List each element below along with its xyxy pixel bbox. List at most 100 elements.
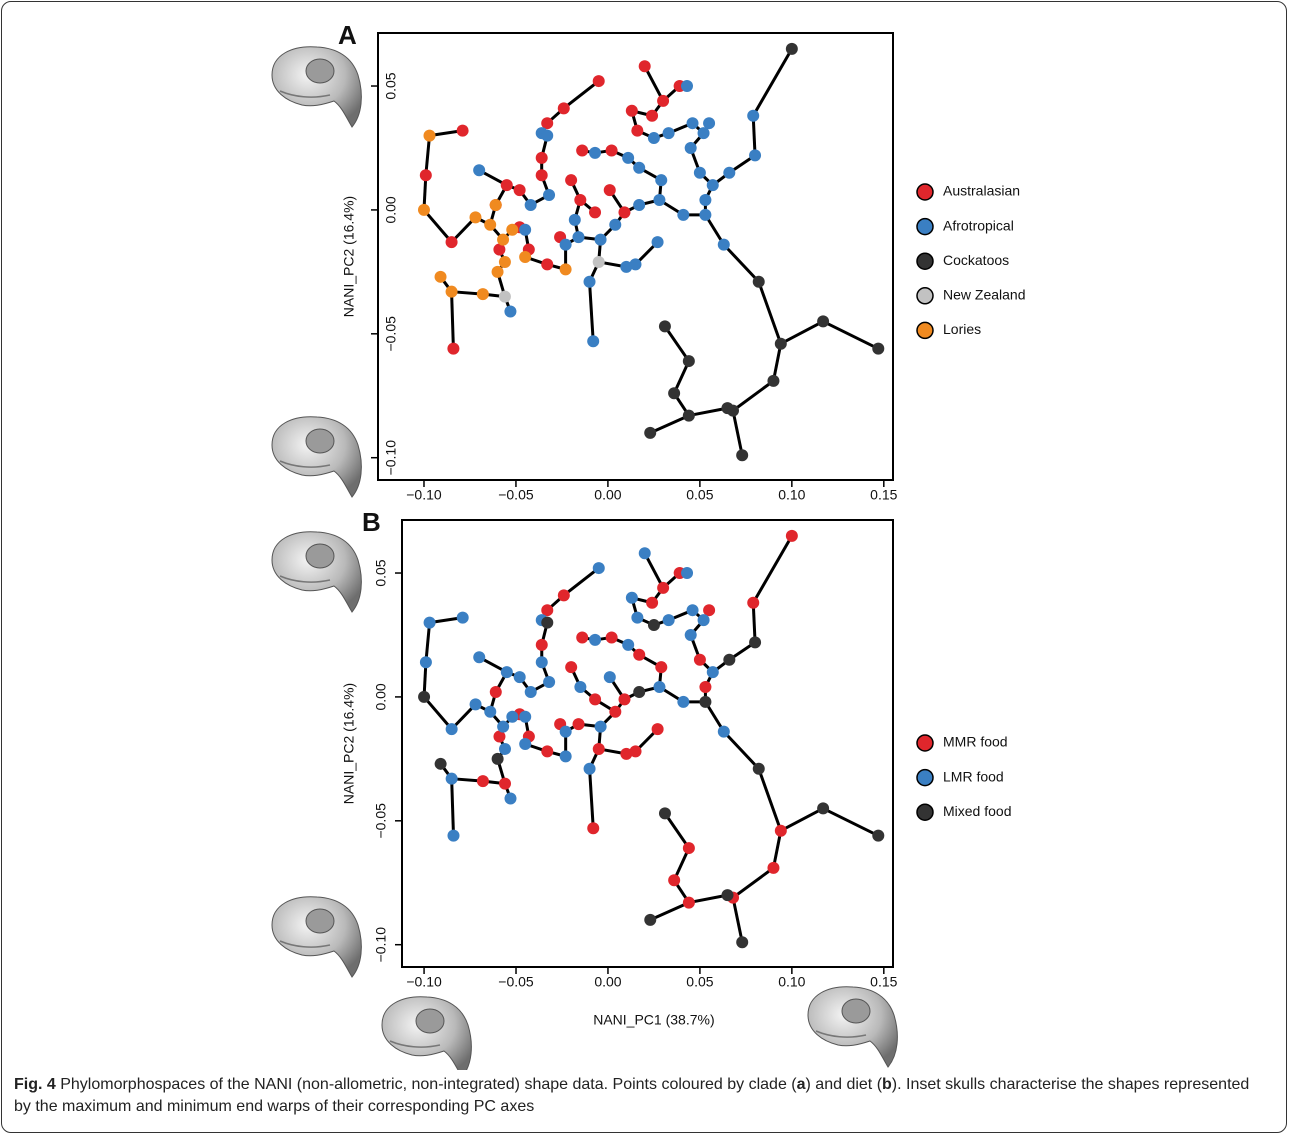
point	[658, 320, 671, 333]
point	[447, 342, 460, 355]
point	[605, 144, 618, 157]
y-tick-label: −0.10	[373, 927, 389, 963]
point	[620, 747, 633, 760]
point	[633, 685, 646, 698]
point	[497, 720, 510, 733]
branch	[643, 552, 665, 589]
point	[668, 874, 681, 887]
point	[620, 260, 633, 273]
point	[736, 936, 749, 949]
point	[592, 255, 605, 268]
point	[572, 718, 585, 731]
point	[519, 250, 532, 263]
point	[469, 211, 482, 224]
point	[774, 337, 787, 350]
branch	[422, 208, 453, 244]
caption-text: ) and diet (	[805, 1076, 883, 1093]
branch	[649, 901, 690, 922]
legend-marker	[916, 768, 934, 787]
point	[706, 666, 719, 679]
point	[559, 238, 572, 251]
point	[497, 233, 510, 246]
point	[662, 614, 675, 627]
point	[736, 449, 749, 462]
x-tick-label: −0.10	[406, 974, 442, 990]
point	[559, 263, 572, 276]
legend-marker	[916, 803, 934, 821]
point	[469, 698, 482, 711]
point	[706, 179, 719, 192]
point	[682, 409, 695, 422]
point	[633, 161, 646, 174]
point	[541, 616, 554, 629]
branch	[731, 410, 744, 456]
point	[631, 611, 644, 624]
point	[726, 404, 739, 417]
x-tick-label: 0.10	[778, 974, 805, 990]
branch	[780, 320, 824, 346]
branch	[822, 807, 879, 838]
point	[541, 604, 554, 617]
point	[752, 275, 765, 288]
legend-marker	[916, 734, 934, 752]
point	[513, 184, 526, 197]
point	[473, 651, 486, 664]
point	[609, 218, 622, 231]
point	[747, 596, 760, 609]
point	[447, 829, 460, 842]
point	[686, 117, 699, 130]
point	[681, 80, 693, 93]
point	[609, 705, 622, 718]
point	[723, 166, 736, 179]
point	[587, 822, 600, 835]
point	[506, 710, 519, 723]
point	[535, 151, 548, 164]
x-tick-label: −0.10	[406, 487, 442, 503]
y-tick-label: −0.05	[383, 316, 399, 352]
y-tick-label: 0.05	[373, 559, 389, 586]
point	[749, 636, 762, 649]
point	[703, 604, 716, 617]
point	[568, 213, 581, 226]
point	[594, 720, 607, 733]
caption-text: ). Inset skulls characterise the shapes …	[14, 1076, 1250, 1115]
point	[456, 611, 469, 624]
point	[603, 184, 616, 197]
point	[699, 681, 712, 694]
branch	[771, 343, 783, 382]
skull-inset	[271, 415, 363, 498]
point	[498, 742, 511, 755]
branch	[731, 897, 744, 943]
branch	[588, 281, 595, 342]
point	[631, 124, 644, 137]
branch	[688, 406, 728, 418]
branch	[732, 866, 775, 899]
point	[633, 648, 646, 661]
plot-area	[377, 32, 894, 481]
point	[493, 730, 506, 743]
y-tick-label: −0.05	[373, 803, 389, 839]
point	[699, 208, 712, 221]
branch	[663, 325, 691, 362]
x-tick-label: 0.10	[778, 487, 805, 503]
legend-label: Australasian	[943, 183, 1020, 199]
legend-label: LMR food	[943, 768, 1004, 784]
caption-text: a	[796, 1076, 806, 1093]
point	[721, 889, 734, 902]
point	[651, 236, 664, 249]
point	[418, 690, 431, 703]
point	[723, 653, 736, 666]
skull-inset	[381, 995, 473, 1070]
point	[655, 174, 668, 187]
point	[583, 762, 596, 775]
point	[682, 355, 695, 368]
point	[638, 60, 651, 73]
branch	[424, 622, 432, 663]
point	[605, 631, 618, 644]
point	[456, 124, 469, 137]
point	[489, 685, 502, 698]
caption: Fig. 4 Phylomorphospaces of the NANI (no…	[14, 1074, 1264, 1118]
point	[445, 236, 458, 249]
point	[572, 231, 585, 244]
